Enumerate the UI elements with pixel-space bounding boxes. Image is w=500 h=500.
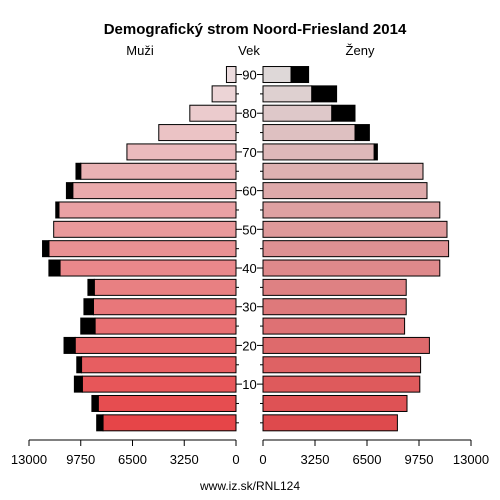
male-excess-45-49 bbox=[42, 240, 50, 258]
female-bar-85-89 bbox=[262, 85, 313, 103]
female-bar-20-24 bbox=[262, 336, 430, 354]
left-x-tick-label: 6500 bbox=[118, 452, 147, 467]
female-bar-55-59 bbox=[262, 201, 441, 219]
female-bar-0-4 bbox=[262, 414, 398, 432]
male-excess-60-64 bbox=[65, 182, 74, 200]
female-excess-75-79 bbox=[354, 124, 370, 142]
female-bar-70-74 bbox=[262, 143, 375, 161]
male-excess-10-14 bbox=[73, 375, 83, 393]
male-excess-15-19 bbox=[76, 356, 83, 374]
left-series-label: Muži bbox=[126, 43, 154, 58]
right-series-label: Ženy bbox=[346, 43, 375, 58]
age-axis-label: Vek bbox=[238, 43, 260, 58]
source-footer: www.iz.sk/RNL124 bbox=[199, 479, 300, 493]
male-bar-90+ bbox=[225, 66, 237, 84]
female-bar-90+ bbox=[262, 66, 292, 84]
male-bar-30-34 bbox=[92, 298, 237, 316]
male-excess-25-29 bbox=[80, 317, 96, 335]
female-bar-50-54 bbox=[262, 220, 448, 238]
chart-title: Demografický strom Noord-Friesland 2014 bbox=[104, 21, 407, 38]
male-bar-55-59 bbox=[58, 201, 237, 219]
female-bar-40-44 bbox=[262, 259, 441, 277]
right-x-tick-label: 0 bbox=[259, 452, 266, 467]
male-bar-65-69 bbox=[80, 162, 237, 180]
male-bar-5-9 bbox=[97, 394, 237, 412]
age-tick-label: 50 bbox=[242, 222, 256, 237]
female-bar-30-34 bbox=[262, 298, 407, 316]
female-bar-35-39 bbox=[262, 278, 407, 296]
male-excess-35-39 bbox=[87, 278, 95, 296]
female-excess-90+ bbox=[290, 66, 310, 84]
male-excess-5-9 bbox=[91, 394, 99, 412]
male-excess-65-69 bbox=[75, 162, 82, 180]
male-excess-30-34 bbox=[83, 298, 94, 316]
male-bar-70-74 bbox=[126, 143, 237, 161]
female-excess-85-89 bbox=[311, 85, 338, 103]
female-bar-10-14 bbox=[262, 375, 421, 393]
male-bar-60-64 bbox=[72, 182, 237, 200]
age-tick-label: 80 bbox=[242, 106, 256, 121]
female-bar-15-19 bbox=[262, 356, 422, 374]
female-excess-70-74 bbox=[373, 143, 378, 161]
male-bar-35-39 bbox=[93, 278, 237, 296]
age-tick-label: 10 bbox=[242, 377, 256, 392]
male-bars bbox=[42, 66, 237, 432]
female-bar-45-49 bbox=[262, 240, 450, 258]
right-x-tick-label: 9750 bbox=[405, 452, 434, 467]
male-bar-20-24 bbox=[74, 336, 237, 354]
male-excess-20-24 bbox=[63, 336, 76, 354]
age-tick-label: 40 bbox=[242, 261, 256, 276]
female-bars bbox=[262, 66, 450, 432]
left-x-tick-label: 0 bbox=[232, 452, 239, 467]
left-x-tick-label: 9750 bbox=[66, 452, 95, 467]
male-bar-50-54 bbox=[53, 220, 237, 238]
male-bar-85-89 bbox=[211, 85, 237, 103]
male-bar-80-84 bbox=[189, 104, 237, 122]
male-excess-0-4 bbox=[96, 414, 104, 432]
right-x-tick-label: 3250 bbox=[301, 452, 330, 467]
male-bar-25-29 bbox=[94, 317, 237, 335]
right-x-tick-label: 6500 bbox=[353, 452, 382, 467]
age-tick-label: 30 bbox=[242, 300, 256, 315]
axes: 13000 9750 6500 3250 0 0 3250 6500 9750 13000 90 80… bbox=[11, 68, 489, 467]
male-excess-55-59 bbox=[55, 201, 60, 219]
female-bar-60-64 bbox=[262, 182, 428, 200]
left-x-tick-label: 13000 bbox=[11, 452, 47, 467]
female-bar-5-9 bbox=[262, 394, 408, 412]
male-bar-40-44 bbox=[59, 259, 237, 277]
female-bar-75-79 bbox=[262, 124, 356, 142]
male-bar-45-49 bbox=[48, 240, 237, 258]
age-tick-label: 20 bbox=[242, 338, 256, 353]
right-x-tick-label: 13000 bbox=[453, 452, 489, 467]
age-tick-label: 70 bbox=[242, 145, 256, 160]
left-x-tick-label: 3250 bbox=[170, 452, 199, 467]
male-bar-10-14 bbox=[81, 375, 237, 393]
male-bar-75-79 bbox=[158, 124, 237, 142]
male-bar-0-4 bbox=[102, 414, 237, 432]
female-bar-65-69 bbox=[262, 162, 424, 180]
male-excess-40-44 bbox=[48, 259, 61, 277]
female-bar-80-84 bbox=[262, 104, 333, 122]
age-tick-label: 90 bbox=[242, 68, 256, 83]
age-tick-label: 60 bbox=[242, 184, 256, 199]
female-bar-25-29 bbox=[262, 317, 406, 335]
female-excess-80-84 bbox=[331, 104, 356, 122]
male-bar-15-19 bbox=[81, 356, 237, 374]
